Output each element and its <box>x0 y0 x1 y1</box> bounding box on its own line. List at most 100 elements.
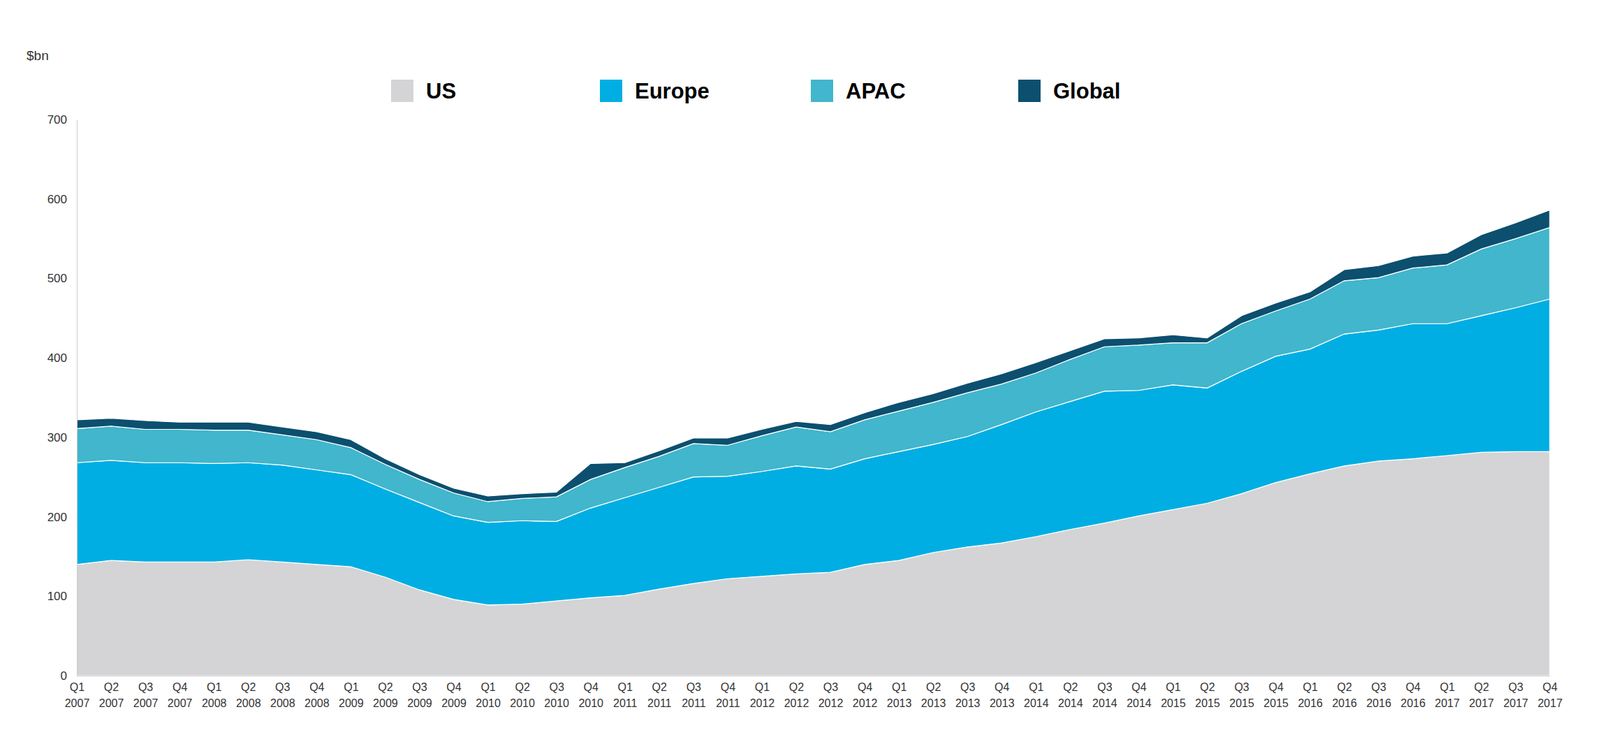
x-tick-label-line: Q3 <box>686 680 702 693</box>
x-axis-line <box>77 675 1551 677</box>
x-tick-label-line: Q2 <box>240 680 256 693</box>
x-tick-label-line: 2011 <box>613 696 638 709</box>
legend-swatch <box>1018 79 1041 102</box>
y-axis-title: $bn <box>26 48 49 63</box>
x-tick-label-line: 2008 <box>270 696 296 709</box>
x-tick-label: Q12009 <box>338 680 364 709</box>
x-tick: Q12016 <box>1297 675 1323 709</box>
legend-label: APAC <box>845 78 906 104</box>
x-tick-label-line: 2014 <box>1092 696 1118 709</box>
x-tick: Q2 2011 <box>647 675 672 709</box>
x-tick-label-line: 2007 <box>99 696 125 709</box>
x-tick: Q32013 <box>955 675 981 709</box>
x-tick-label-line: Q3 <box>823 680 839 693</box>
x-tick-label-line: Q3 <box>275 680 290 693</box>
x-tick: Q1 2013 <box>886 675 913 709</box>
x-tick-label: Q42017 <box>1537 680 1563 709</box>
x-tick-label-line: 2011 <box>647 696 672 709</box>
x-tick-label-line: 2012 <box>784 696 810 709</box>
x-tick-label: Q32007 <box>133 680 159 709</box>
x-tick-label-line: Q4 <box>1268 680 1283 693</box>
x-tick-label: Q32015 <box>1229 680 1255 709</box>
x-tick-label-line: 2008 <box>236 696 262 709</box>
y-tick-label: 400 <box>47 351 68 365</box>
x-tick: Q32016 <box>1366 675 1392 709</box>
x-tick: Q22013 <box>921 675 947 709</box>
x-tick: Q22010 <box>509 675 535 709</box>
x-tick-label: Q1 2008 <box>201 680 227 709</box>
x-tick: Q32009 <box>407 675 433 709</box>
x-tick-label-line: Q2 <box>104 680 119 693</box>
x-tick-label-line: 2014 <box>1058 696 1084 709</box>
x-tick-label: Q22016 <box>1331 680 1357 709</box>
y-axis: 0100200300400500600700 <box>47 113 78 683</box>
x-tick-label-line: 2017 <box>1503 696 1529 709</box>
y-tick: 200 <box>47 510 77 524</box>
x-tick-label: Q32009 <box>407 680 433 709</box>
x-tick-label: Q22012 <box>784 680 810 709</box>
legend-label: Global <box>1053 78 1121 104</box>
x-tick-label-line: Q3 <box>960 680 975 693</box>
x-tick-label-line: 2013 <box>886 696 913 709</box>
legend-swatch <box>810 79 834 102</box>
x-tick-label: Q2 2007 <box>99 680 125 709</box>
x-tick-label: Q32013 <box>955 680 981 709</box>
x-tick-label: Q42009 <box>441 680 467 709</box>
x-tick-label-line: Q4 <box>1542 680 1558 693</box>
x-tick-label-line: Q2 <box>652 680 667 693</box>
legend-label: Europe <box>634 78 710 104</box>
y-tick: 600 <box>47 192 77 207</box>
y-tick-label: 700 <box>47 113 68 127</box>
x-tick: Q42012 <box>852 675 878 709</box>
x-tick-label-line: 2012 <box>818 696 844 709</box>
x-tick-label-line: Q1 <box>618 680 633 693</box>
x-tick-label: Q42014 <box>1126 680 1152 709</box>
x-tick: Q3 2014 <box>1092 675 1118 709</box>
x-tick-label-line: 2017 <box>1469 696 1495 709</box>
legend-item: Europe <box>599 78 710 104</box>
x-tick: Q42008 <box>304 675 330 709</box>
x-tick-label: Q12012 <box>750 680 776 709</box>
x-tick: Q42014 <box>1126 675 1152 709</box>
x-tick-label-line: 2008 <box>201 696 227 709</box>
x-tick: Q2 2008 <box>236 675 262 709</box>
x-tick-label: Q12014 <box>1023 680 1049 709</box>
plot-area <box>76 210 1550 676</box>
x-tick-label-line: Q3 <box>1097 680 1112 693</box>
x-tick: Q12012 <box>750 675 776 709</box>
x-tick: Q42007 <box>167 675 193 709</box>
x-tick-label: Q42007 <box>167 680 193 709</box>
x-tick: Q12010 <box>475 675 501 709</box>
x-tick-label-line: Q1 <box>1303 680 1318 693</box>
x-tick-label-line: 2015 <box>1160 696 1186 709</box>
x-tick: Q12014 <box>1023 675 1049 709</box>
x-tick-label: Q4 2015 <box>1263 680 1289 709</box>
x-tick-label-line: Q1 <box>69 680 85 693</box>
x-tick-label-line: 2010 <box>578 696 604 709</box>
x-tick-label-line: 2015 <box>1263 696 1289 709</box>
x-tick-label-line: Q1 <box>891 680 907 693</box>
x-tick-label-line: 2014 <box>1126 696 1152 709</box>
x-tick-label: Q42008 <box>304 680 330 709</box>
y-tick-label: 500 <box>47 271 68 285</box>
x-axis: Q12007Q22007Q32007Q42007Q12008Q22008Q320… <box>64 675 1563 709</box>
x-tick-label-line: Q1 <box>206 680 222 693</box>
x-tick-label-line: 2010 <box>544 696 570 709</box>
x-tick-label-line: Q4 <box>720 680 736 693</box>
x-tick-label: Q22013 <box>921 680 947 709</box>
x-tick-label-line: Q4 <box>583 680 599 693</box>
x-tick-label-line: 2015 <box>1194 696 1221 709</box>
x-tick-label: Q22015 <box>1194 680 1221 709</box>
x-tick-label-line: Q2 <box>1474 680 1489 693</box>
x-tick-label-line: 2009 <box>407 696 433 709</box>
x-tick-label: Q42016 <box>1400 680 1427 709</box>
x-tick-label-line: Q3 <box>1371 680 1387 693</box>
x-tick-label: Q3 2010 <box>544 680 570 709</box>
x-tick-label-line: Q4 <box>172 680 188 693</box>
x-tick-label: Q2 2011 <box>647 680 672 709</box>
x-tick-label-line: Q3 <box>548 680 564 693</box>
x-tick-label-line: 2012 <box>750 696 776 709</box>
legend: USEuropeAPACGlobal <box>391 78 1121 104</box>
x-tick-label: Q12007 <box>64 680 91 709</box>
area-global <box>76 210 1550 502</box>
